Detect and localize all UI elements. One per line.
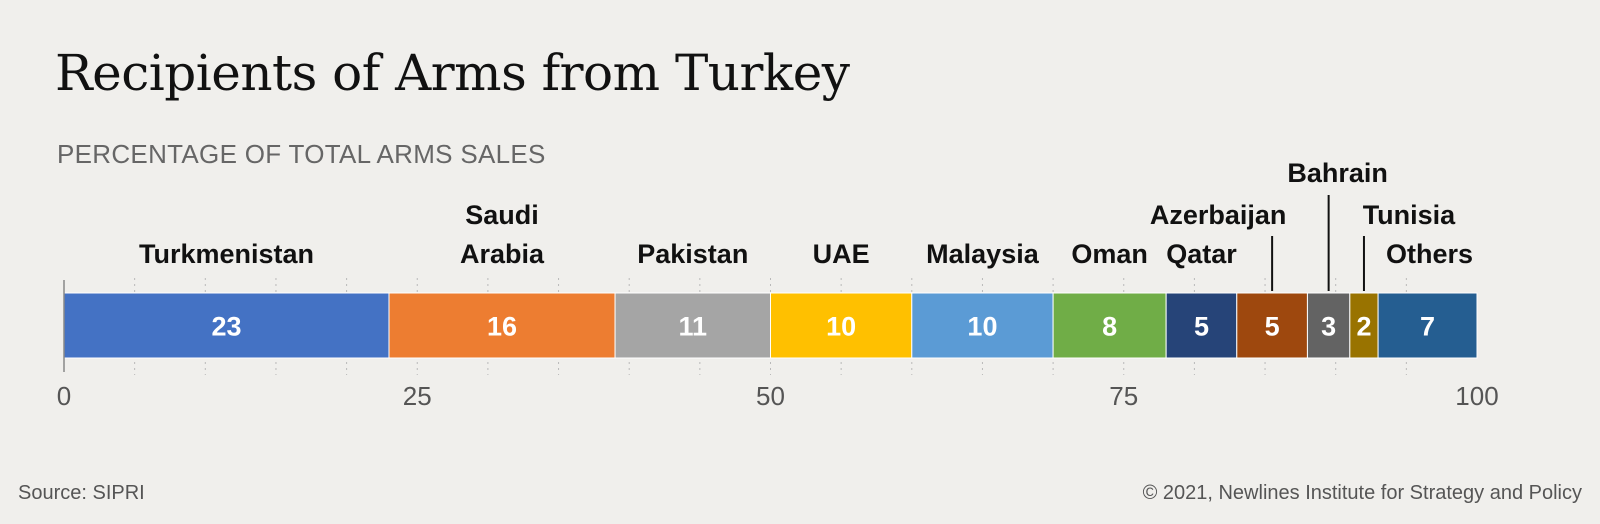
value-label-azerbaijan: 5: [1265, 312, 1280, 342]
value-label-uae: 10: [826, 312, 856, 342]
source-note: Source: SIPRI: [18, 482, 145, 504]
category-label-qatar: Qatar: [1166, 239, 1237, 269]
chart-subtitle: PERCENTAGE OF TOTAL ARMS SALES: [57, 139, 546, 169]
category-label-azerbaijan: Azerbaijan: [1150, 200, 1287, 230]
bar-segment-malaysia: [911, 292, 1054, 359]
value-label-turkmenistan: 23: [211, 312, 241, 342]
value-label-bahrain: 3: [1321, 312, 1336, 342]
category-label-tunisia: Tunisia: [1363, 200, 1456, 230]
category-label-saudi-arabia: Arabia: [460, 239, 545, 269]
copyright-note: © 2021, Newlines Institute for Strategy …: [1142, 482, 1582, 504]
bar-segment-saudi-arabia: [388, 292, 616, 359]
category-label-uae: UAE: [813, 239, 870, 269]
x-tick-label: 25: [403, 381, 432, 411]
bar-segment-tunisia: [1349, 292, 1379, 359]
category-label-bahrain: Bahrain: [1287, 158, 1388, 188]
bar-segment-azerbaijan: [1236, 292, 1308, 359]
value-label-saudi-arabia: 16: [487, 312, 517, 342]
value-label-oman: 8: [1102, 312, 1117, 342]
value-label-malaysia: 10: [967, 312, 997, 342]
category-label-oman: Oman: [1071, 239, 1148, 269]
x-tick-label: 0: [57, 381, 71, 411]
category-label-malaysia: Malaysia: [926, 239, 1040, 269]
bar-segment-others: [1377, 292, 1478, 359]
x-tick-label: 100: [1455, 381, 1498, 411]
value-label-pakistan: 11: [679, 312, 708, 342]
category-label-pakistan: Pakistan: [637, 239, 748, 269]
category-label-others: Others: [1386, 239, 1473, 269]
value-label-qatar: 5: [1194, 312, 1209, 342]
x-tick-label: 50: [756, 381, 785, 411]
bar-segment-qatar: [1165, 292, 1238, 359]
bar-segment-oman: [1052, 292, 1167, 359]
x-tick-label: 75: [1109, 381, 1138, 411]
category-label-turkmenistan: Turkmenistan: [139, 239, 314, 269]
value-label-tunisia: 2: [1356, 312, 1371, 342]
bar-segment-turkmenistan: [63, 292, 390, 359]
stacked-bar-chart: 23 16 11 10 10 8 5 5 3 2 7 Turkmenistan Saudi Arabia P…: [57, 158, 1499, 411]
category-label-saudi-arabia: Saudi: [465, 200, 539, 230]
value-label-others: 7: [1420, 312, 1435, 342]
chart-title: Recipients of Arms from Turkey: [55, 44, 850, 102]
